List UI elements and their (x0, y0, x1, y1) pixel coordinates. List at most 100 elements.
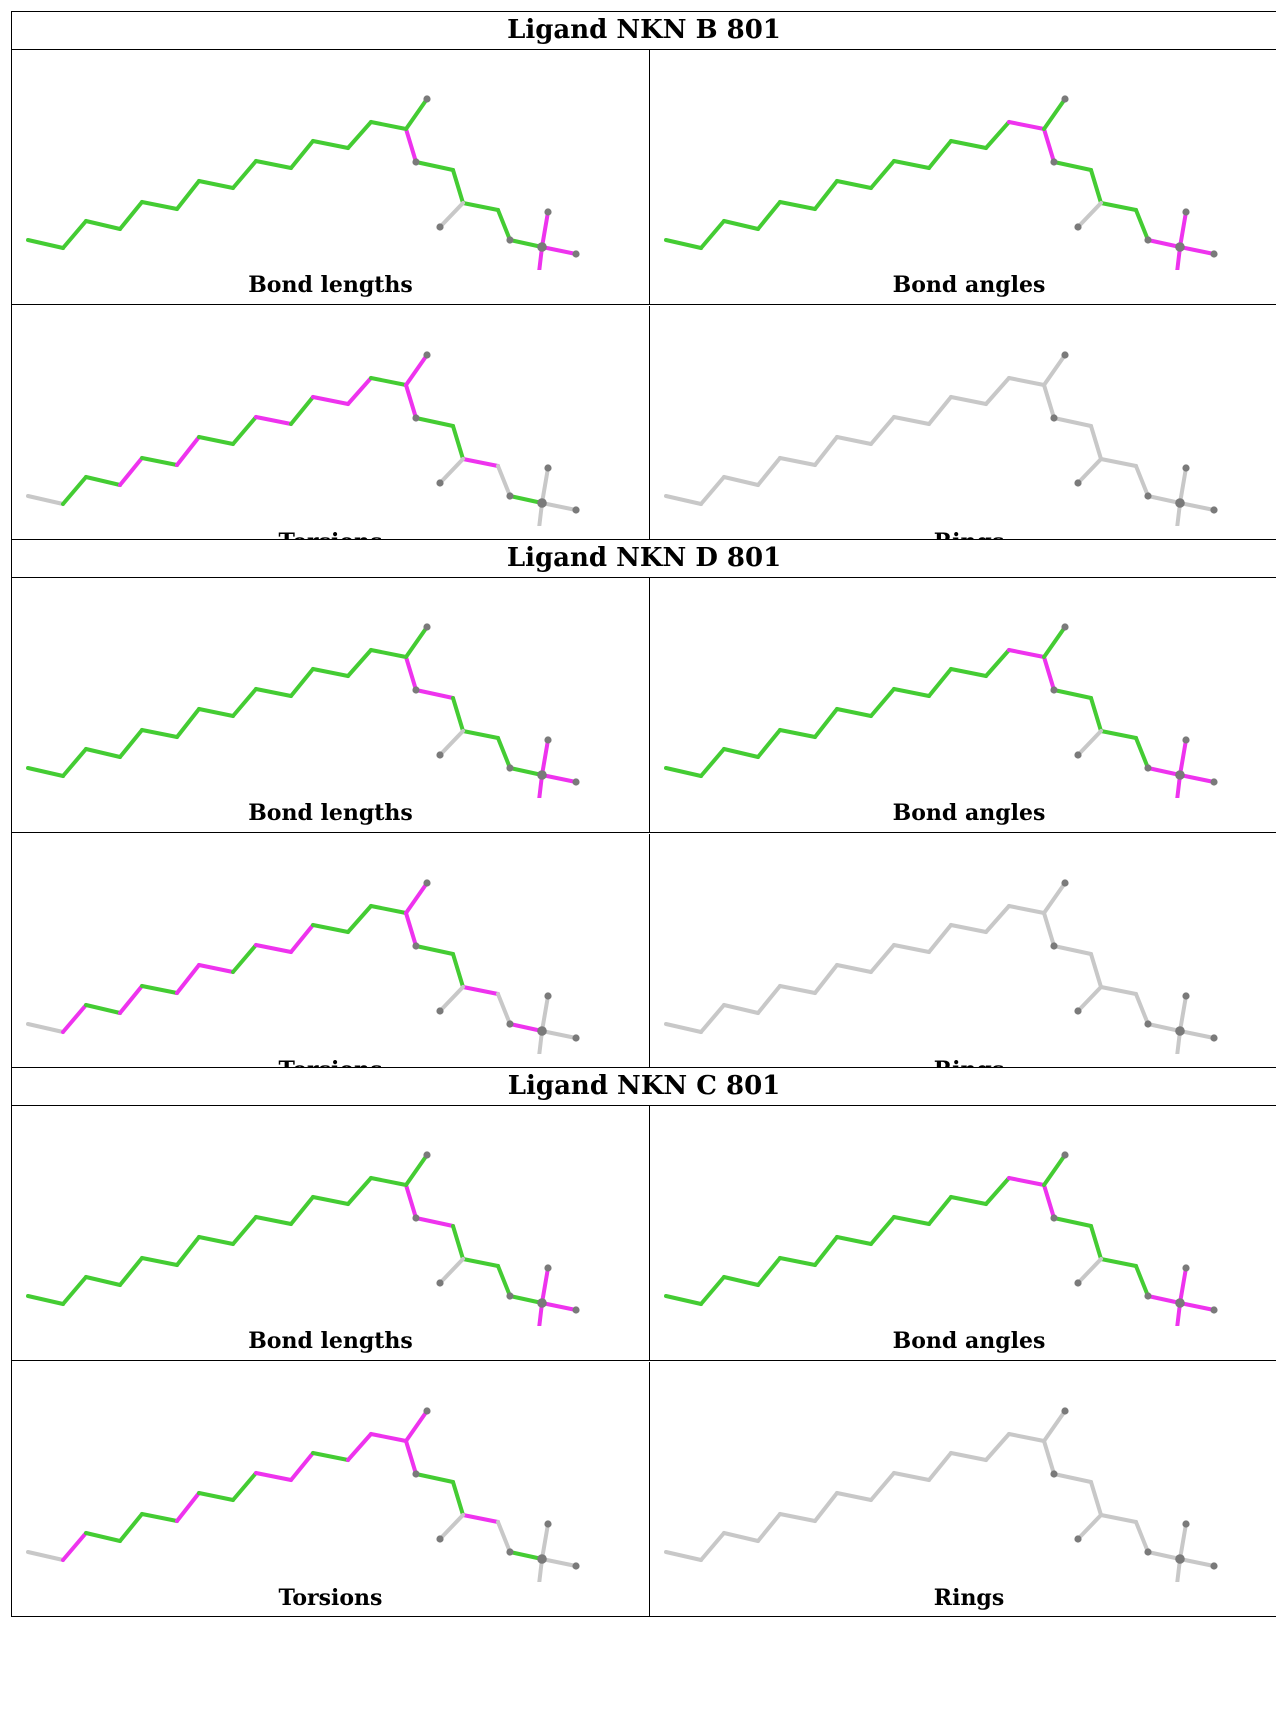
atom (506, 492, 514, 500)
bond (231, 943, 258, 974)
atom (506, 236, 514, 244)
bond (451, 952, 465, 989)
atom (572, 506, 580, 514)
bond (197, 707, 235, 718)
central-atom (1175, 242, 1185, 252)
bond (664, 1022, 703, 1034)
bond (1178, 1557, 1216, 1568)
bond (1007, 1432, 1046, 1443)
bond (508, 238, 544, 249)
bond (346, 1176, 373, 1206)
bond (289, 923, 315, 954)
atom (1050, 158, 1058, 166)
bond (254, 1215, 293, 1226)
atom (412, 942, 420, 950)
atom (1061, 95, 1069, 103)
structure-panel: Bond angles (650, 578, 1276, 833)
atom (1210, 1306, 1218, 1314)
bond (311, 667, 350, 678)
ligand-structure-image (26, 1151, 580, 1326)
bond (835, 1235, 873, 1246)
bond (451, 1224, 465, 1261)
bond (61, 219, 88, 250)
bond (26, 766, 65, 778)
bond (1052, 1472, 1093, 1484)
bond (869, 1471, 896, 1502)
atom (1074, 479, 1082, 487)
atom (1050, 686, 1058, 694)
bond (537, 245, 544, 270)
atom (436, 1535, 444, 1543)
bond (869, 687, 896, 718)
atom (572, 250, 580, 258)
bond (231, 687, 258, 718)
bond (369, 1432, 408, 1443)
atom (423, 351, 431, 359)
bond (722, 1275, 760, 1287)
atom (1210, 1562, 1218, 1570)
bond (1146, 1022, 1182, 1033)
bond (813, 1235, 839, 1267)
bond (927, 1451, 953, 1482)
bond (927, 395, 953, 426)
bond (813, 435, 839, 467)
bond (61, 475, 88, 506)
ligand-structure-image (664, 1151, 1218, 1326)
atom (544, 992, 552, 1000)
atom (412, 1470, 420, 1478)
bond (404, 383, 418, 420)
bond (84, 1531, 122, 1543)
bond (927, 139, 953, 170)
bond (438, 985, 465, 1013)
bond (756, 1256, 782, 1287)
bond (1042, 97, 1067, 131)
bond (1089, 696, 1103, 733)
bond (927, 923, 953, 954)
bond (537, 1029, 544, 1054)
bond (1042, 881, 1067, 915)
bond (496, 464, 512, 498)
structure-panel: Bond lengths (12, 50, 650, 305)
bond (140, 984, 179, 995)
bond (1042, 625, 1067, 659)
bond (84, 1275, 122, 1287)
structure-panel: Bond angles (650, 50, 1276, 305)
bond (1052, 160, 1093, 172)
bond (197, 1235, 235, 1246)
bond (664, 238, 703, 250)
bond (927, 667, 953, 698)
atom (1182, 464, 1190, 472)
atom (506, 1020, 514, 1028)
bond (231, 415, 258, 446)
bond (404, 127, 418, 164)
bond (311, 139, 350, 150)
bond (1076, 1257, 1103, 1285)
atom (1061, 1151, 1069, 1159)
bond (175, 707, 201, 739)
ligand-structure-image (26, 1407, 580, 1582)
bond (1076, 729, 1103, 757)
bond (722, 1531, 760, 1543)
bond (197, 1491, 235, 1502)
atom (1061, 623, 1069, 631)
bond (1134, 992, 1150, 1026)
atom (1182, 736, 1190, 744)
bond (1089, 1480, 1103, 1517)
bond (1178, 1522, 1188, 1561)
bond (84, 1003, 122, 1015)
bond (835, 179, 873, 190)
ligand-section: Ligand NKN C 801 Bond lengths Bond angles T… (11, 1067, 1276, 1617)
bond (508, 1550, 544, 1561)
structure-panel: Torsions (12, 834, 650, 1089)
bond (1007, 1176, 1046, 1187)
bond (892, 943, 931, 954)
bond (311, 1195, 350, 1206)
bond (778, 728, 817, 739)
bond (369, 376, 408, 387)
bond (197, 963, 235, 974)
bond (414, 416, 455, 428)
bond (540, 501, 578, 512)
atom (423, 95, 431, 103)
atom (412, 686, 420, 694)
bond (927, 1195, 953, 1226)
